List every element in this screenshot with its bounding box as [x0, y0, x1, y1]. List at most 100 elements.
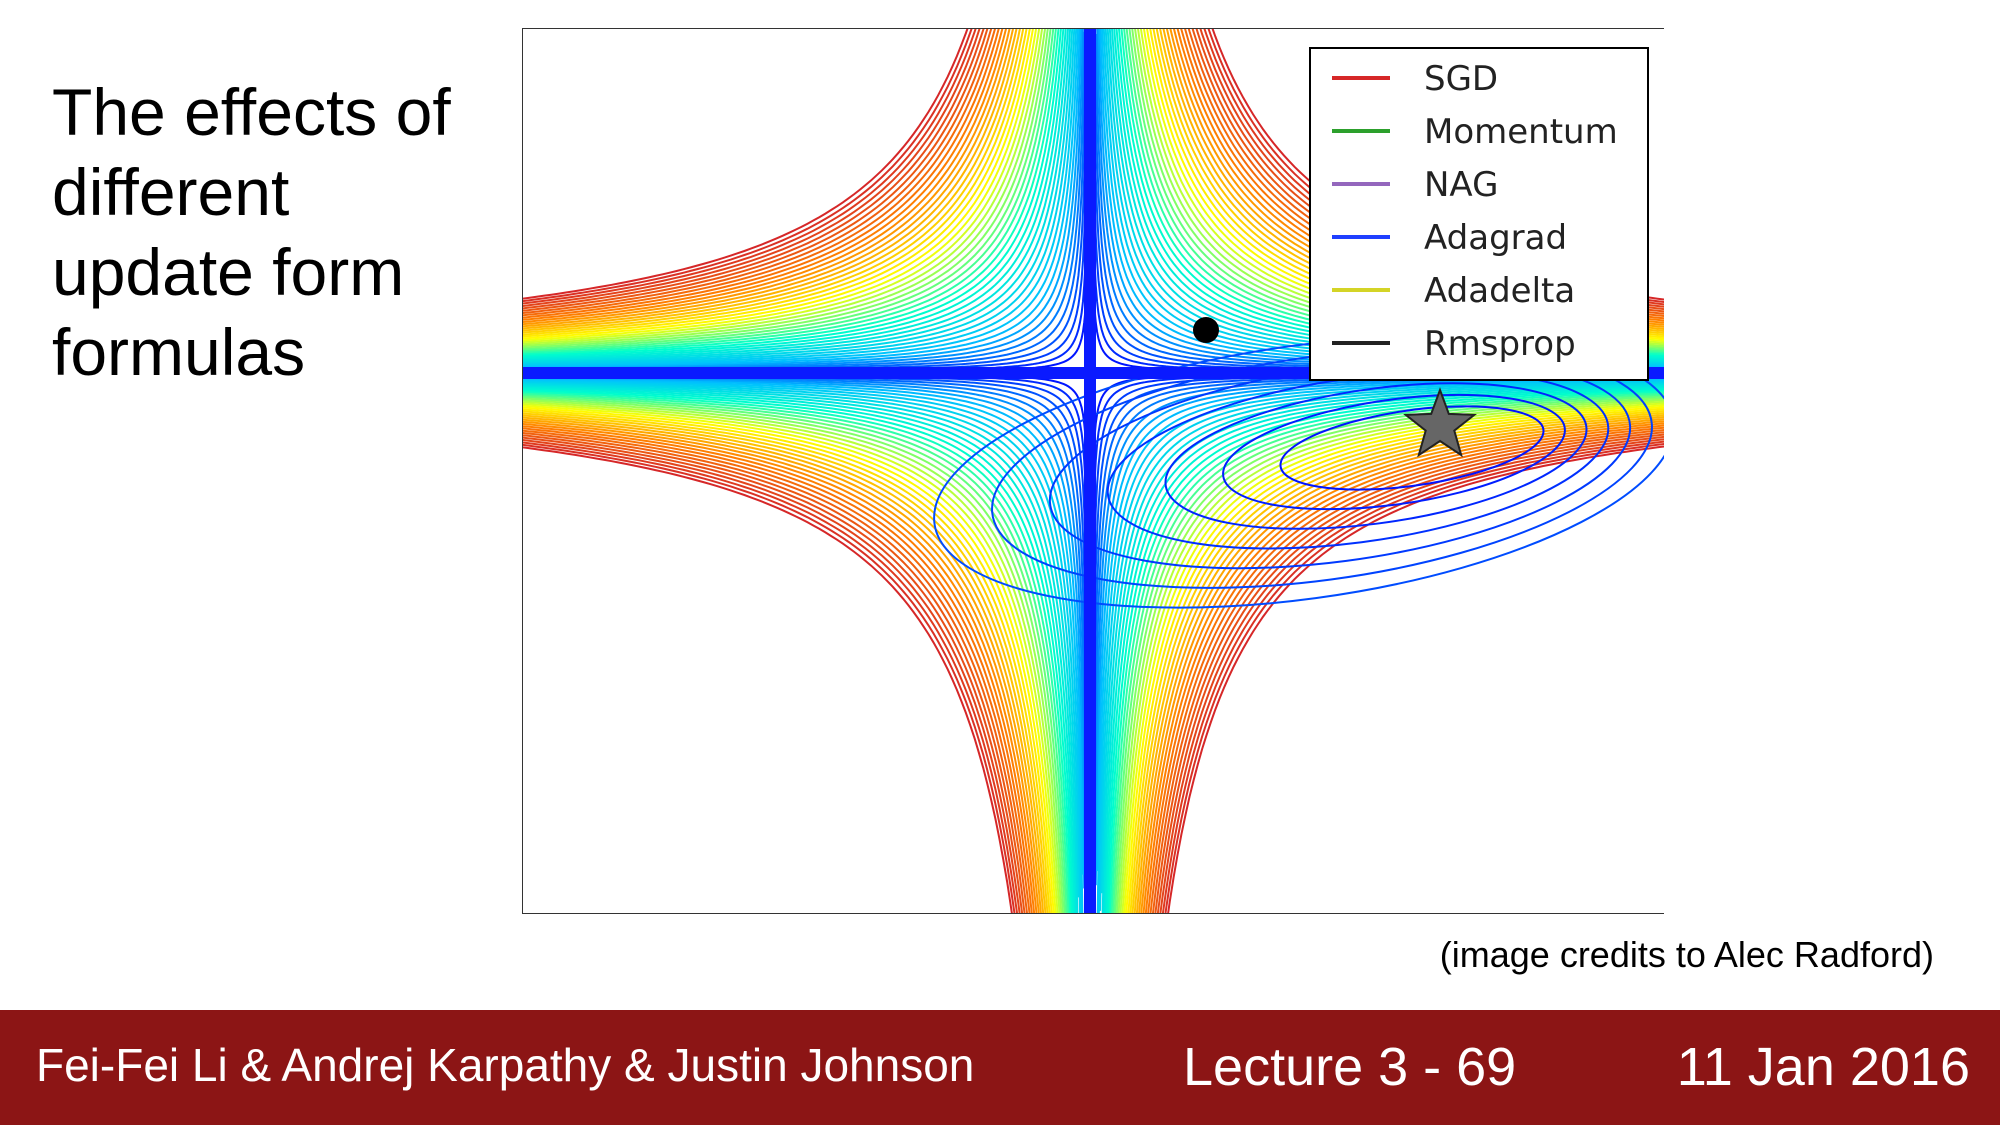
contour-line	[1166, 445, 1664, 914]
contour-line	[522, 443, 1016, 914]
contour-line	[522, 28, 1035, 340]
legend-box	[1309, 47, 1649, 381]
contour-line	[522, 28, 993, 315]
contour-line	[522, 429, 1031, 914]
contour-line	[522, 389, 1073, 914]
contour-line	[522, 446, 1013, 914]
contour-line	[522, 404, 1057, 914]
title-line-3: update form	[52, 235, 405, 309]
contour-line	[522, 28, 1008, 324]
contour-line	[522, 385, 1077, 914]
footer-date: 11 Jan 2016	[1676, 1037, 1970, 1097]
footer-lecture: Lecture 3 - 69	[1183, 1037, 1517, 1097]
contour-line	[522, 28, 997, 317]
contour-line	[522, 436, 1024, 914]
contour-loop	[933, 335, 1664, 609]
contour-line	[522, 28, 981, 308]
contour-line	[522, 28, 989, 312]
contour-line	[1156, 435, 1664, 914]
contour-line	[522, 28, 1047, 347]
contour-line	[522, 438, 1021, 914]
contour-line	[1103, 385, 1664, 914]
contour-line	[522, 431, 1029, 914]
contour-line	[522, 28, 1052, 351]
footer-authors: Fei-Fei Li & Andrej Karpathy & Justin Jo…	[36, 1039, 975, 1091]
contour-line	[1159, 438, 1664, 914]
contour-line	[522, 28, 1074, 364]
contour-line	[522, 418, 1043, 914]
contour-line	[522, 28, 1057, 354]
contour-line	[1097, 380, 1664, 914]
contour-line	[522, 28, 1072, 362]
contour-line	[522, 388, 1075, 914]
contour-line	[522, 28, 1070, 361]
contour-line	[1147, 426, 1664, 914]
contour-plot-canvas: SGD Momentum NAG Adagrad Adadelta Rmsprop	[522, 28, 1664, 914]
contour-line	[522, 28, 977, 305]
contour-line	[522, 28, 1000, 319]
contour-line	[1109, 390, 1664, 914]
contour-loop	[1106, 370, 1610, 550]
legend-label: NAG	[1424, 165, 1498, 205]
contour-line	[522, 28, 1062, 357]
contour-line	[522, 382, 1080, 898]
contour-line	[1112, 394, 1664, 914]
contour-line	[522, 28, 1022, 332]
contour-line	[522, 394, 1068, 914]
contour-line	[1121, 402, 1664, 914]
contour-line	[522, 422, 1038, 914]
contour-line	[1114, 395, 1664, 914]
contour-line	[1104, 386, 1664, 914]
contour-line	[522, 425, 1036, 914]
contour-line	[522, 28, 1041, 344]
contour-line	[522, 416, 1045, 914]
contour-line	[522, 391, 1071, 914]
title-line-1: The effects of	[52, 75, 451, 149]
contour-line	[522, 28, 1018, 330]
legend-label: Rmsprop	[1424, 324, 1576, 364]
contour-line	[1101, 383, 1664, 914]
contour-line	[522, 28, 1028, 336]
contour-line	[1127, 408, 1664, 914]
contour-line	[522, 28, 1067, 360]
contour-line	[522, 28, 1049, 349]
contour-line	[522, 381, 1081, 914]
legend-label: Momentum	[1424, 112, 1618, 152]
contour-line	[1133, 414, 1664, 914]
legend-label: SGD	[1424, 59, 1498, 99]
contour-line	[522, 427, 1033, 914]
contour-line	[522, 378, 1084, 875]
contour-line	[1125, 406, 1664, 914]
contour-line	[522, 28, 1078, 366]
contour-line	[522, 28, 1044, 345]
contour-line	[522, 408, 1053, 914]
contour-line	[522, 28, 1031, 338]
contour-line	[522, 28, 985, 310]
contour-line	[522, 28, 1025, 334]
contour-line	[522, 401, 1061, 914]
contour-loop	[1222, 393, 1566, 511]
contour-line	[1123, 404, 1664, 914]
contour-line	[1135, 416, 1664, 914]
contour-line	[1142, 422, 1664, 914]
contour-line	[522, 441, 1019, 914]
contour-line	[522, 28, 1065, 358]
contour-line	[522, 412, 1049, 914]
contour-line	[522, 28, 1080, 367]
contour-line	[1115, 397, 1664, 914]
contour-line	[1140, 420, 1664, 914]
contour-line	[522, 28, 1083, 369]
contour-lines	[522, 28, 1664, 914]
contour-line	[522, 406, 1055, 914]
contour-line	[522, 399, 1063, 914]
contour-line	[522, 28, 1076, 365]
contour-loop	[1164, 382, 1588, 530]
title-line-4: formulas	[52, 315, 306, 389]
contour-line	[522, 397, 1065, 914]
start-point-marker	[1193, 317, 1219, 343]
contour-line	[522, 392, 1070, 914]
star-icon	[1403, 387, 1477, 458]
contour-plot: SGD Momentum NAG Adagrad Adadelta Rmsprop	[522, 28, 1664, 914]
contour-line	[522, 28, 1004, 321]
contour-line	[522, 420, 1040, 914]
